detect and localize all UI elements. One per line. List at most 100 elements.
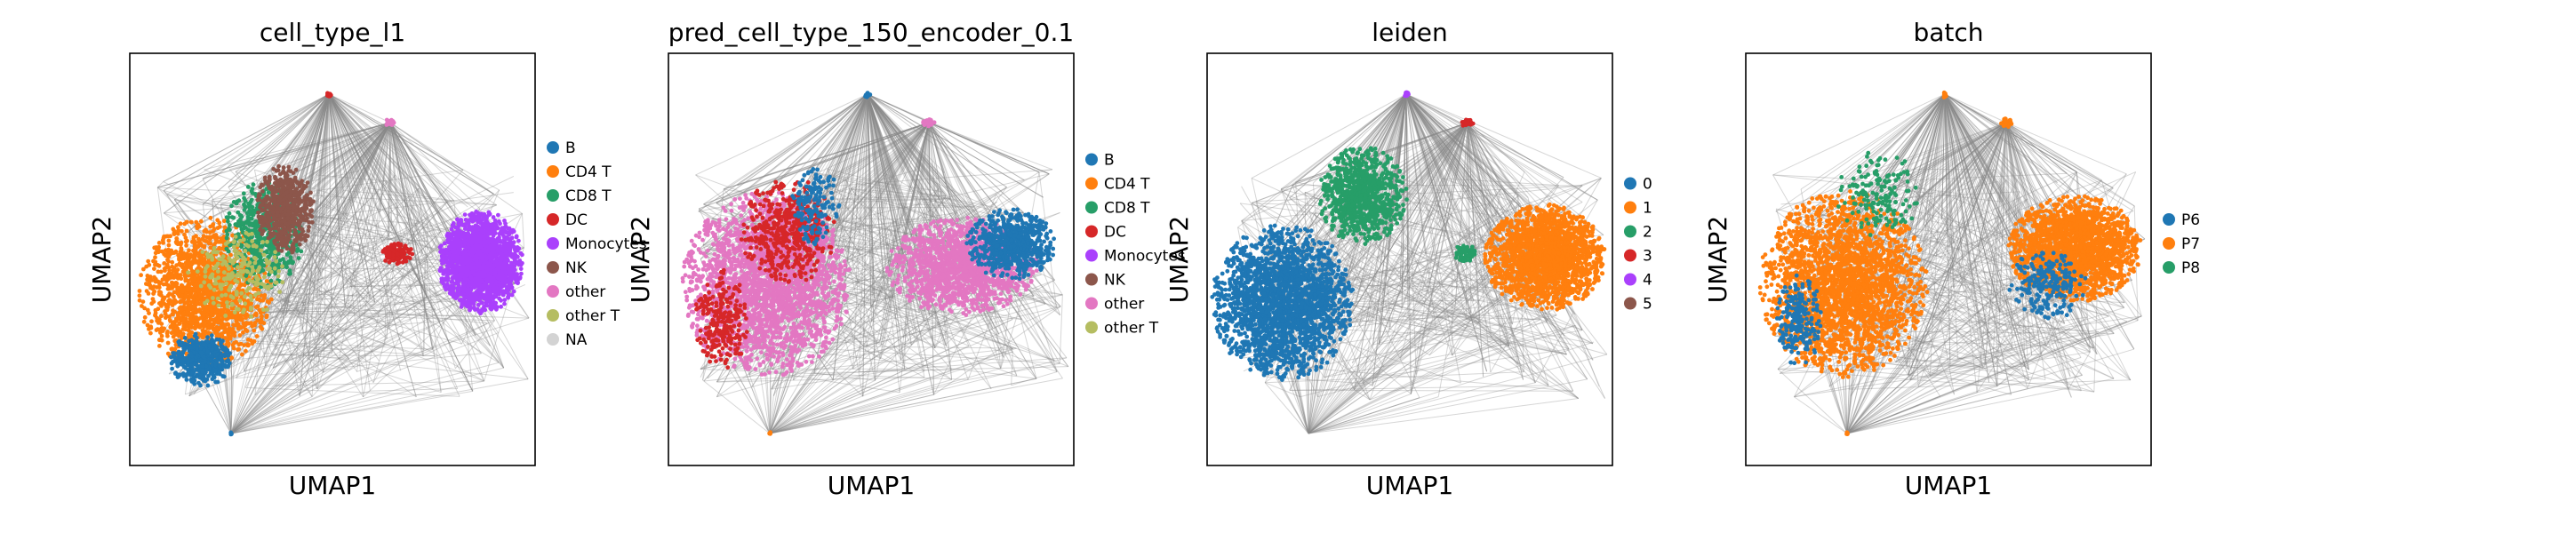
data-point: [161, 241, 165, 245]
data-point: [226, 358, 230, 362]
data-point: [254, 274, 259, 279]
data-point: [296, 180, 300, 185]
data-point: [260, 298, 265, 303]
data-point: [265, 307, 269, 312]
data-point: [204, 378, 209, 382]
data-point: [235, 202, 239, 206]
data-point: [183, 336, 188, 340]
data-point: [191, 370, 196, 375]
data-point: [244, 226, 248, 230]
data-point: [242, 325, 246, 330]
data-point: [220, 354, 224, 359]
data-point: [228, 326, 232, 330]
data-point: [228, 259, 233, 264]
data-point: [176, 232, 180, 236]
edge-line: [522, 213, 524, 247]
data-point: [205, 349, 210, 354]
data-point: [240, 353, 244, 357]
data-point: [284, 262, 289, 266]
data-point: [273, 255, 277, 259]
data-point: [183, 306, 188, 310]
data-point: [260, 261, 264, 266]
data-point: [172, 338, 177, 343]
data-point: [238, 274, 243, 278]
data-point: [185, 378, 189, 382]
data-point: [260, 183, 265, 187]
data-point: [290, 203, 294, 208]
data-point: [300, 179, 304, 183]
data-point: [218, 364, 222, 369]
data-point: [252, 244, 256, 249]
data-point: [276, 238, 280, 243]
data-point: [265, 240, 269, 244]
data-point: [249, 338, 253, 343]
data-point: [271, 231, 276, 235]
data-point: [233, 310, 237, 314]
data-point: [166, 341, 171, 346]
data-point: [227, 250, 231, 254]
data-point: [243, 258, 247, 262]
data-point: [213, 369, 218, 373]
data-point: [234, 253, 238, 258]
data-point: [234, 249, 238, 253]
data-point: [184, 278, 188, 282]
data-point: [189, 312, 194, 316]
data-point: [227, 266, 231, 271]
data-point: [152, 266, 156, 271]
data-point: [304, 212, 308, 217]
data-point: [269, 227, 274, 232]
data-point: [305, 194, 309, 198]
data-point: [297, 202, 301, 206]
data-point: [299, 236, 303, 241]
data-point: [308, 203, 312, 207]
data-point: [157, 344, 162, 348]
data-point: [293, 212, 298, 217]
data-point: [252, 323, 257, 328]
edge-line: [347, 237, 364, 397]
data-point: [256, 211, 260, 215]
data-point: [204, 227, 208, 232]
data-point: [285, 185, 290, 189]
data-point: [201, 364, 205, 369]
data-point: [191, 305, 196, 309]
data-point: [202, 238, 206, 243]
data-point: [234, 235, 238, 239]
data-point: [171, 313, 175, 317]
data-point: [275, 243, 279, 247]
data-point: [216, 226, 220, 230]
data-point: [244, 321, 249, 325]
data-point: [243, 295, 247, 299]
data-point: [232, 245, 236, 250]
data-point: [194, 288, 198, 292]
data-point: [239, 244, 244, 249]
data-point: [203, 330, 207, 334]
data-point: [198, 346, 203, 351]
data-point: [278, 178, 283, 182]
data-point: [146, 308, 150, 313]
data-point: [171, 360, 175, 364]
data-point: [217, 257, 221, 261]
data-point: [245, 270, 250, 274]
data-point: [200, 370, 204, 374]
data-point: [452, 224, 456, 228]
data-point: [198, 324, 203, 329]
data-point: [242, 269, 246, 274]
data-point: [148, 331, 153, 336]
data-point: [287, 165, 292, 170]
data-point: [166, 273, 171, 277]
data-point: [223, 346, 228, 350]
data-point: [193, 334, 197, 338]
data-point: [229, 203, 234, 208]
data-point: [218, 246, 222, 251]
data-point: [230, 333, 235, 338]
data-point: [157, 264, 162, 268]
data-point: [289, 198, 293, 203]
data-point: [252, 227, 257, 232]
data-point: [236, 211, 240, 215]
data-point: [227, 215, 231, 219]
data-point: [222, 219, 227, 223]
data-point: [263, 285, 268, 290]
data-point: [247, 286, 252, 290]
data-point: [205, 264, 210, 268]
data-point: [308, 212, 312, 217]
